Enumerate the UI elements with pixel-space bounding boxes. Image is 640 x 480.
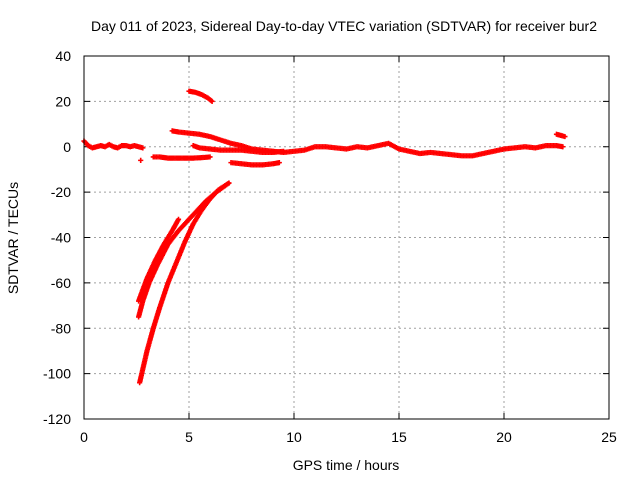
data-point [138, 157, 144, 163]
data-point [175, 216, 182, 222]
y-tick-label: 40 [55, 48, 71, 64]
series-dip-track [228, 160, 282, 168]
data-point [560, 144, 566, 150]
series-main-track-late [270, 140, 566, 159]
series-main-track-early [81, 138, 146, 151]
series-high-arc [186, 88, 215, 104]
series-end-arc [553, 131, 568, 140]
x-tick-label: 10 [286, 429, 302, 445]
x-tick-label: 25 [601, 429, 617, 445]
y-tick-label: -60 [51, 275, 71, 291]
y-tick-label: -20 [51, 184, 71, 200]
series-recovery-curve-3 [137, 180, 232, 386]
series-negative-offset-track [150, 154, 213, 161]
data-point [280, 148, 287, 154]
y-tick-labels: -120 -100 -80 -60 -40 -20 0 20 40 [43, 48, 71, 427]
data-point [276, 160, 282, 166]
data-point [207, 154, 213, 160]
y-tick-label: 0 [63, 139, 71, 155]
series-mid-track-b [190, 143, 287, 156]
y-tick-label: -100 [43, 366, 71, 382]
data-point [226, 180, 232, 186]
x-tick-label: 5 [185, 429, 193, 445]
y-tick-label: -80 [51, 320, 71, 336]
data-point [140, 145, 146, 151]
series-recovery-curve-2 [136, 216, 182, 304]
series-mid-track-a [169, 128, 276, 154]
x-tick-label: 0 [80, 429, 88, 445]
y-tick-label: 20 [55, 93, 71, 109]
grid [84, 56, 609, 419]
y-tick-label: -120 [43, 411, 71, 427]
plot-frame [83, 55, 610, 420]
data-point [562, 133, 568, 140]
x-axis-label: GPS time / hours [293, 457, 400, 473]
y-tick-label: -40 [51, 230, 71, 246]
data-point [209, 98, 215, 104]
series-isolated-point [138, 157, 144, 163]
data-marks [81, 88, 568, 386]
x-tick-label: 20 [496, 429, 512, 445]
x-tick-labels: 0 5 10 15 20 25 [80, 429, 617, 445]
x-tick-label: 15 [391, 429, 407, 445]
y-axis-label: SDTVAR / TECUs [5, 182, 21, 294]
chart-title: Day 011 of 2023, Sidereal Day-to-day VTE… [91, 18, 597, 34]
